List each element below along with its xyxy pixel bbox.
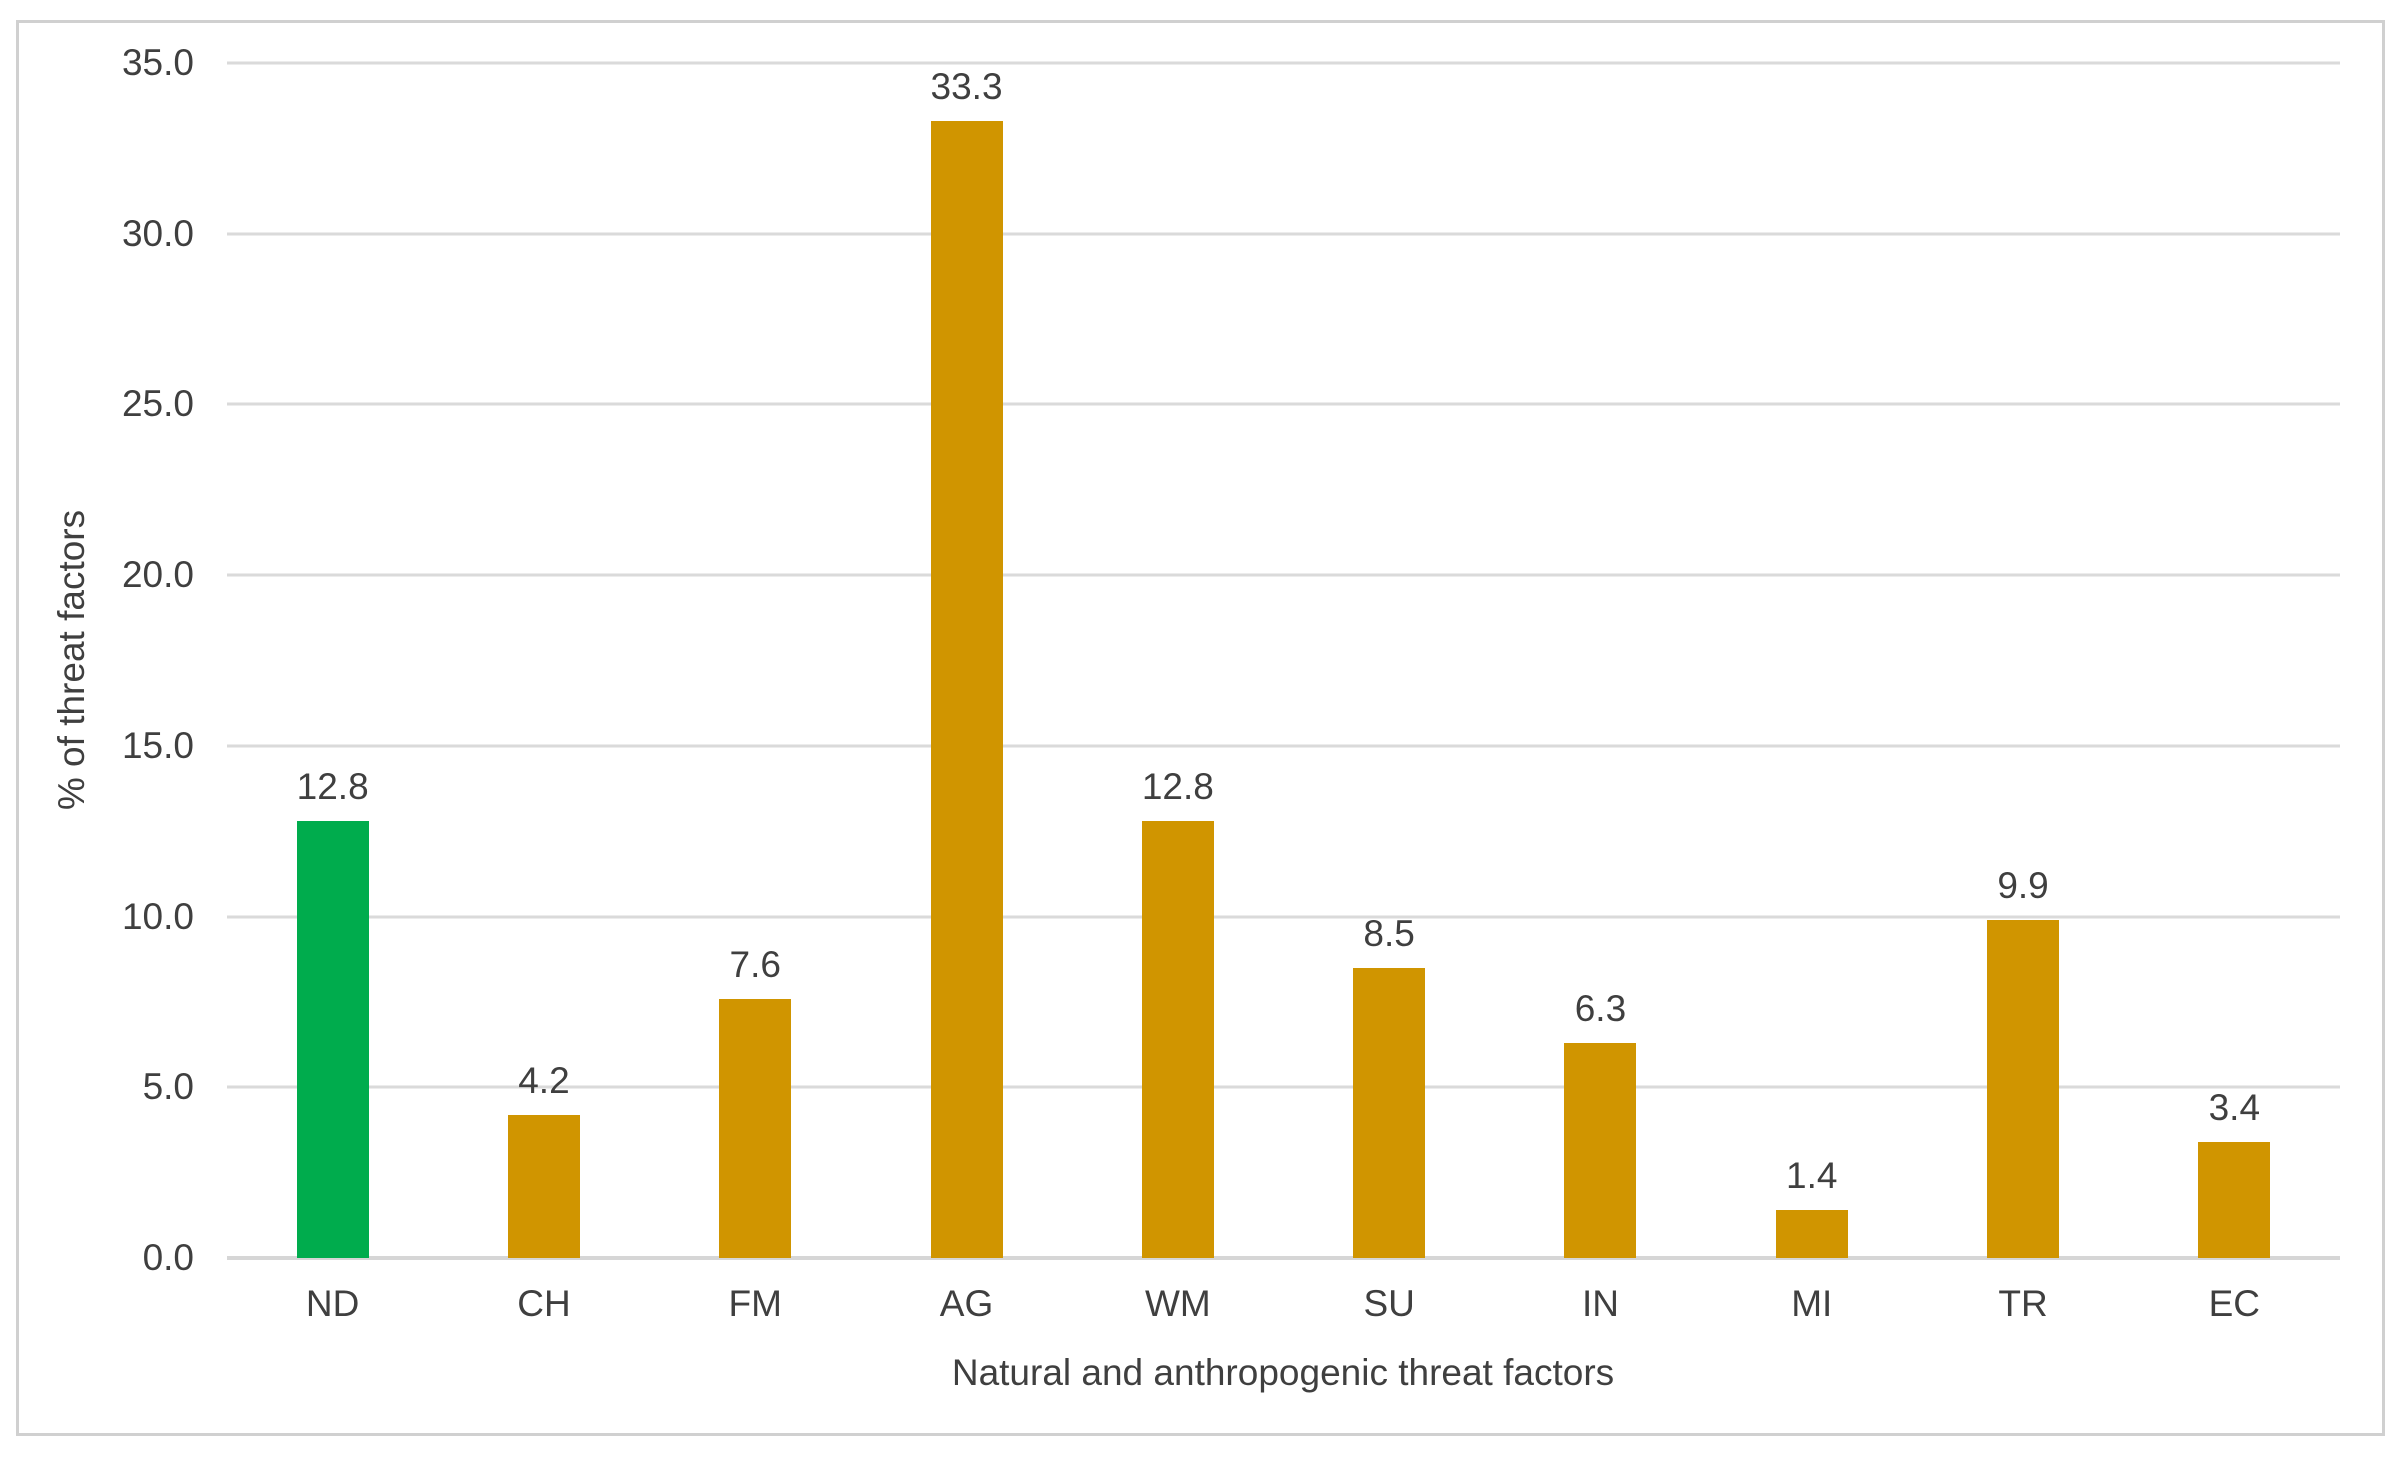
bar-slot: 9.9 TR [1917,63,2128,1324]
bar-in [1564,1042,1637,1258]
category-label: TR [1998,1283,2048,1324]
bar-slot: 12.8 ND [227,63,438,1324]
bar-value-label: 4.2 [518,1059,570,1101]
category-label: CH [517,1283,571,1324]
bar-slot: 7.6 FM [650,63,861,1324]
gridline [227,915,2340,919]
bar-slot: 4.2 CH [438,63,649,1324]
gridline [227,573,2340,577]
y-tick-label: 30.0 [121,212,194,254]
bar-mi [1775,1210,1848,1258]
bar-slot: 6.3 IN [1495,63,1706,1324]
bar-slot: 33.3 AG [861,63,1072,1324]
gridline [227,402,2340,406]
x-axis-title: Natural and anthropogenic threat factors [951,1352,1615,1393]
bar-tr [1987,920,2060,1258]
y-tick-label: 0.0 [142,1237,194,1278]
category-label: ND [305,1283,360,1324]
bar-value-label: 6.3 [1574,987,1627,1029]
bar-value-label: 8.5 [1363,912,1415,954]
bar-slot: 3.4 EC [2129,63,2340,1324]
bar-value-label: 7.6 [729,943,781,985]
y-tick-label: 10.0 [121,895,194,937]
bar-slot: 12.8 WM [1072,63,1283,1324]
y-tick-label: 15.0 [121,724,194,766]
y-tick-label: 5.0 [142,1066,194,1108]
bar-su [1353,967,1426,1258]
bar-ec [2198,1141,2271,1258]
category-label: FM [728,1283,782,1324]
y-tick-label: 20.0 [121,554,194,596]
bar-value-label: 1.4 [1786,1155,1838,1197]
gridline [227,1085,2340,1089]
category-label: IN [1581,1283,1619,1324]
bar-slot: 8.5 SU [1284,63,1495,1324]
bar-value-label: 9.9 [1997,865,2049,906]
bar-value-label: 33.3 [930,66,1003,108]
bar-ag [930,121,1003,1258]
y-tick-label: 25.0 [121,383,194,425]
gridline [227,1256,2340,1260]
bar-value-label: 12.8 [1141,765,1214,807]
category-label: WM [1144,1283,1211,1324]
plot-area: 0.0 5.0 10.0 15.0 20.0 25.0 30.0 35.0 12.8 ND 4.2 C… [122,42,2340,1324]
bar-value-label: 12.8 [296,765,369,807]
category-label: SU [1363,1283,1415,1324]
bar-nd [296,820,369,1258]
gridline [227,232,2340,236]
bar-slot: 1.4 MI [1706,63,1917,1324]
category-label: MI [1791,1283,1833,1324]
y-tick-label: 35.0 [121,42,194,83]
gridline [227,61,2340,65]
category-label: AG [939,1283,994,1324]
bar-value-label: 3.4 [2208,1086,2261,1128]
bar-fm [719,998,792,1258]
bar-wm [1141,820,1214,1258]
bar-ch [507,1114,580,1258]
gridline [227,744,2340,748]
category-label: EC [2208,1283,2261,1324]
